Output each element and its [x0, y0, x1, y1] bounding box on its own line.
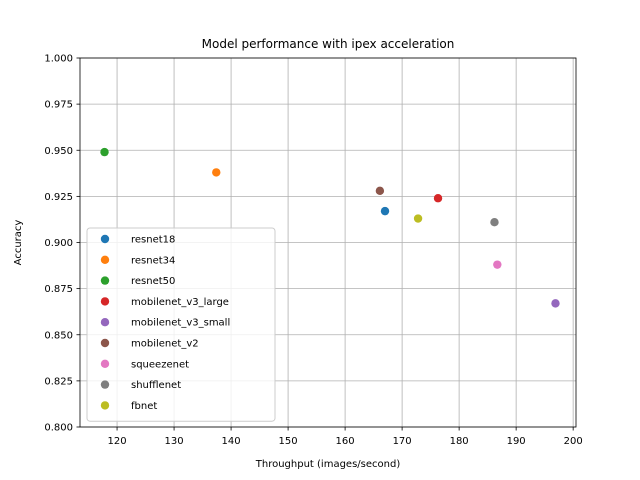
- x-tick-label: 190: [507, 436, 526, 447]
- legend-label: mobilenet_v3_large: [131, 297, 229, 308]
- legend-label: resnet18: [131, 235, 175, 246]
- x-tick-label: 200: [564, 436, 583, 447]
- legend-marker: [100, 380, 110, 389]
- data-point-resnet34: [212, 168, 221, 177]
- legend-marker: [100, 276, 110, 285]
- data-point-resnet50: [100, 147, 109, 157]
- legend-marker: [100, 255, 110, 264]
- data-points: [100, 147, 560, 308]
- data-point-mobilenet-v3-small: [551, 299, 560, 308]
- y-tick-label: 0.825: [44, 376, 73, 387]
- x-axis-ticks: 120 130 140 150 160 170 180 190 200: [108, 427, 583, 447]
- x-tick-label: 160: [336, 436, 355, 447]
- x-tick-label: 180: [450, 436, 469, 447]
- legend-label: resnet50: [131, 276, 175, 287]
- y-tick-label: 0.975: [44, 100, 73, 111]
- legend-marker: [100, 297, 110, 306]
- data-point-squeezenet: [493, 260, 502, 269]
- legend-marker: [100, 234, 110, 244]
- legend-marker: [100, 318, 110, 327]
- data-point-mobilenet-v2: [375, 186, 385, 196]
- legend-marker: [100, 338, 110, 348]
- y-tick-label: 0.950: [44, 146, 73, 157]
- data-point-resnet18: [380, 206, 390, 216]
- legend: resnet18 resnet34 resnet50 mobilenet_v3_lar…: [86, 227, 276, 422]
- legend-label: mobilenet_v2: [131, 339, 199, 350]
- legend-label: mobilenet_v3_small: [131, 318, 230, 329]
- x-axis-title: Throughput (images/second): [255, 459, 401, 470]
- x-tick-label: 120: [108, 436, 127, 447]
- legend-label: resnet34: [131, 255, 175, 266]
- data-point-fbnet: [413, 214, 423, 223]
- x-tick-label: 170: [393, 436, 412, 447]
- y-tick-label: 0.900: [44, 238, 73, 249]
- y-tick-label: 1.000: [44, 54, 73, 65]
- chart-title: Model performance with ipex acceleration: [202, 37, 455, 51]
- x-tick-label: 140: [222, 436, 241, 447]
- data-point-mobilenet-v3-large: [433, 194, 443, 203]
- legend-label: squeezenet: [131, 359, 189, 370]
- legend-box: [86, 227, 276, 422]
- y-axis-ticks: 0.800 0.825 0.850 0.875 0.900 0.925 0.950 0.975…: [44, 54, 80, 434]
- y-tick-label: 0.875: [44, 284, 73, 295]
- legend-marker: [100, 401, 110, 410]
- x-tick-label: 130: [165, 436, 184, 447]
- legend-marker: [100, 359, 110, 368]
- y-tick-label: 0.850: [44, 330, 73, 341]
- y-tick-label: 0.800: [44, 423, 73, 434]
- y-tick-label: 0.925: [44, 192, 73, 203]
- data-point-shufflenet: [490, 218, 499, 227]
- legend-label: shufflenet: [131, 380, 181, 391]
- legend-label: fbnet: [131, 401, 157, 412]
- y-axis-title: Accuracy: [13, 220, 24, 266]
- x-tick-label: 150: [279, 436, 298, 447]
